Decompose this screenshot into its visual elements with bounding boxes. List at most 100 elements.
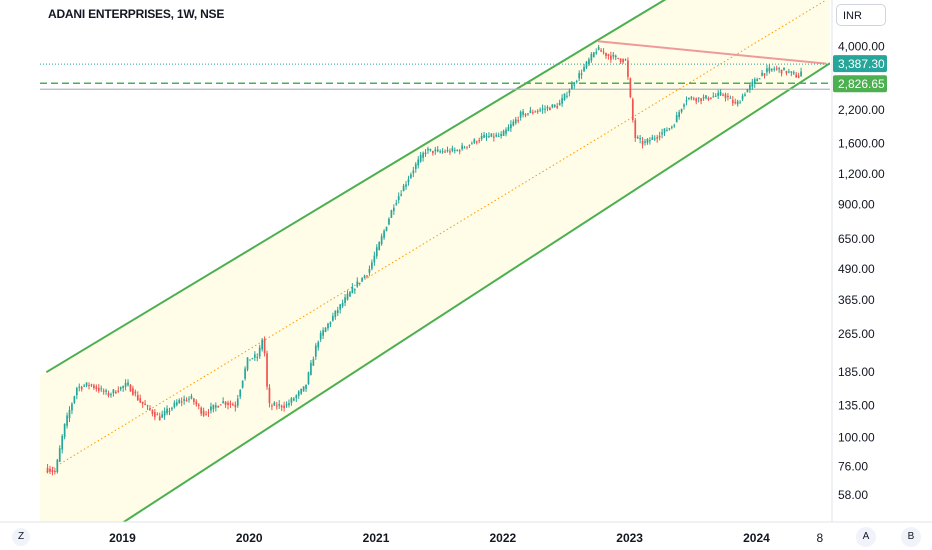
candle xyxy=(607,53,610,60)
candle xyxy=(202,407,205,417)
candle-body xyxy=(756,79,759,82)
bar-mode-button[interactable]: B xyxy=(901,527,921,547)
candle-body xyxy=(761,72,763,76)
candle xyxy=(541,104,544,114)
price-tick-label: 185.00 xyxy=(838,365,875,379)
candle-body xyxy=(546,106,549,109)
candle xyxy=(132,385,134,396)
candle xyxy=(190,393,193,400)
candle-body xyxy=(724,94,727,99)
candle-body xyxy=(646,138,649,143)
candle xyxy=(307,371,310,385)
candle xyxy=(336,306,339,316)
currency-selector[interactable]: INR xyxy=(836,4,886,26)
candle xyxy=(583,63,585,72)
candle-body xyxy=(88,385,90,387)
candle-body xyxy=(556,106,559,108)
candle xyxy=(219,404,222,406)
candle xyxy=(522,108,524,118)
candle-body xyxy=(583,66,585,72)
zoom-button[interactable]: Z xyxy=(12,528,30,546)
candle-body xyxy=(417,159,420,166)
candle xyxy=(753,77,756,88)
candle-body xyxy=(549,107,551,111)
candle xyxy=(102,388,105,395)
candle-body xyxy=(149,408,151,410)
candle xyxy=(461,142,463,151)
candle xyxy=(800,67,802,77)
candle-body xyxy=(129,384,132,392)
candle xyxy=(507,124,510,132)
support-level-label: 2,826.65 xyxy=(838,77,885,91)
candle-body xyxy=(529,110,532,113)
candle-body xyxy=(402,185,405,192)
candle-body xyxy=(432,150,434,154)
candle-body xyxy=(775,68,778,70)
candle-body xyxy=(800,71,802,77)
candle xyxy=(110,392,112,398)
candle-body xyxy=(214,405,217,408)
candle-body xyxy=(566,95,568,97)
candle xyxy=(558,99,561,106)
candle xyxy=(766,64,768,76)
candle xyxy=(312,356,315,366)
candle-body xyxy=(80,386,83,390)
channel-mid-line xyxy=(46,0,827,473)
candle-body xyxy=(183,399,185,401)
candle xyxy=(285,401,288,408)
candle xyxy=(327,322,329,331)
candle-body xyxy=(688,98,690,100)
last-price-label: 3,387.30 xyxy=(838,57,885,71)
candle xyxy=(488,132,490,139)
candle-body xyxy=(551,104,554,108)
candle-body xyxy=(46,467,49,473)
candle-body xyxy=(392,207,395,212)
candle-body xyxy=(639,138,641,140)
candle-body xyxy=(558,102,561,106)
candle xyxy=(122,385,125,392)
candle xyxy=(317,340,320,351)
candle xyxy=(73,395,76,405)
candle-body xyxy=(173,402,176,408)
time-tick-label: 2023 xyxy=(616,531,643,545)
candle xyxy=(695,97,698,105)
candle xyxy=(341,299,344,309)
candle-body xyxy=(500,133,502,137)
candle-body xyxy=(649,140,651,142)
candle xyxy=(475,140,478,145)
candle xyxy=(422,151,424,162)
candle xyxy=(697,97,700,103)
candle xyxy=(200,406,203,417)
candle-body xyxy=(712,96,715,98)
candle xyxy=(54,468,56,475)
candle-body xyxy=(534,111,537,113)
candle-body xyxy=(334,310,337,317)
candle xyxy=(229,400,232,408)
candle xyxy=(288,399,290,408)
candle xyxy=(158,412,161,421)
candle-body xyxy=(734,102,737,104)
candle-body xyxy=(90,384,93,386)
candle-body xyxy=(553,105,556,107)
candle xyxy=(244,366,246,381)
candle xyxy=(551,104,554,109)
candle xyxy=(205,410,207,416)
candle-body xyxy=(210,406,212,411)
candle xyxy=(622,58,624,64)
candle xyxy=(751,78,754,90)
auto-scale-button[interactable]: A xyxy=(856,527,876,547)
candle-body xyxy=(341,302,344,307)
candle-body xyxy=(597,47,600,50)
candle-body xyxy=(207,412,210,414)
candle-body xyxy=(332,316,334,321)
candle xyxy=(51,466,54,476)
candle xyxy=(795,71,798,78)
candle-body xyxy=(492,136,495,138)
candle xyxy=(734,98,737,105)
candle-body xyxy=(702,97,705,99)
candle-body xyxy=(283,405,285,409)
candle-body xyxy=(658,135,661,138)
candle xyxy=(471,141,473,145)
